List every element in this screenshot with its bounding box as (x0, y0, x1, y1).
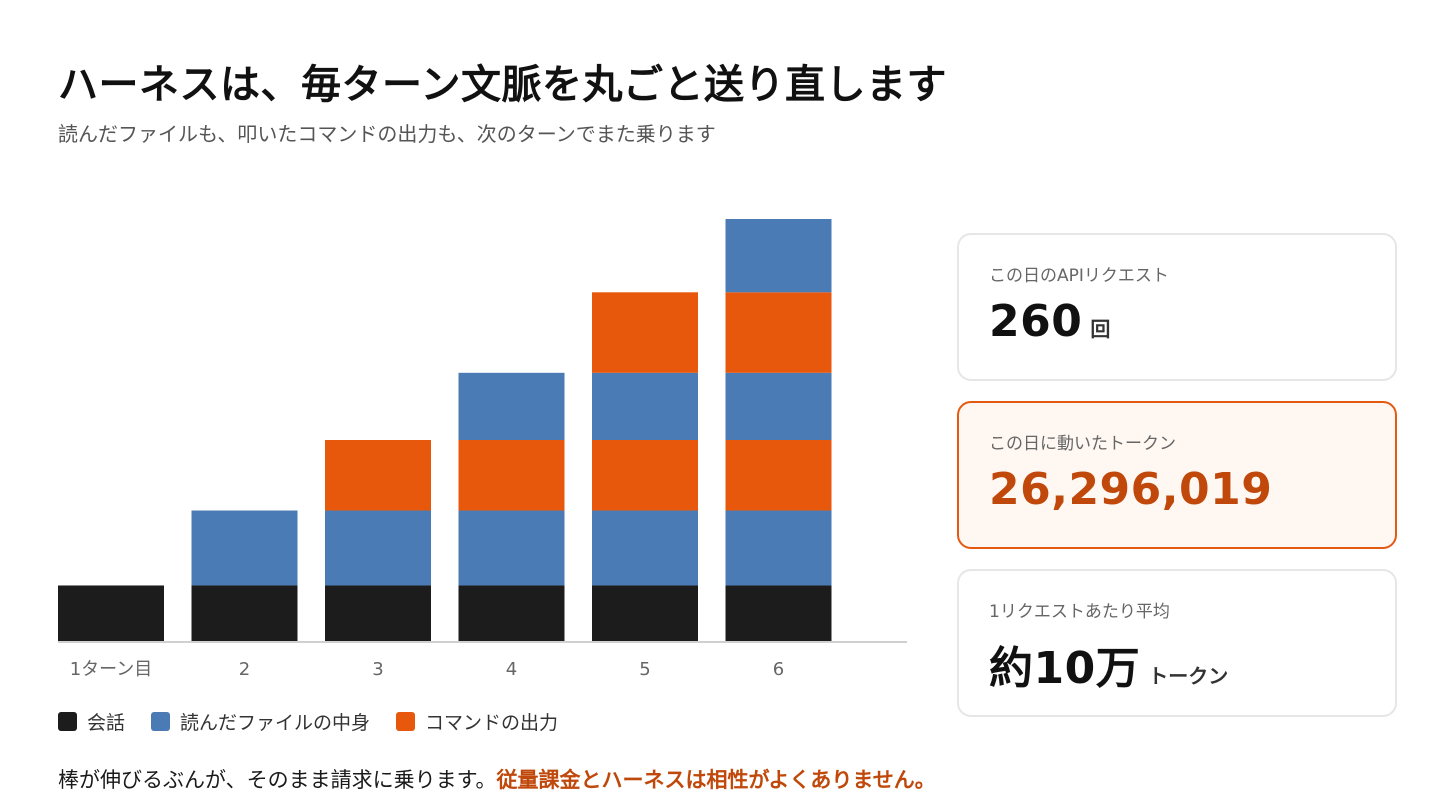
stat-card-unit: トークン (1148, 664, 1229, 688)
bar-segment-conversation-turn-6 (725, 585, 832, 641)
stat-card-value: 26,296,019 (989, 464, 1273, 515)
bar-segment-command-output-turn-6 (725, 439, 832, 511)
legend-label-command-output: コマンドの出力 (425, 712, 559, 734)
bar-segment-command-output-turn-3 (325, 439, 431, 511)
bar-segment-command-output-turn-5 (592, 439, 698, 511)
stat-card-label: この日のAPIリクエスト (989, 266, 1169, 286)
x-tick-label: 6 (773, 659, 784, 680)
x-tick-label: 2 (239, 659, 250, 680)
bar-segment-file-content-turn-4 (458, 510, 565, 586)
bar-segment-command-output-turn-6 (725, 292, 832, 373)
bar-segment-file-content-turn-2 (191, 510, 298, 586)
bar-segment-conversation-turn-1 (58, 585, 164, 641)
bar-segment-file-content-turn-6 (725, 510, 832, 586)
bar-segment-conversation-turn-3 (325, 585, 431, 641)
bar-segment-conversation-turn-5 (592, 585, 698, 641)
footer-note: 棒が伸びるぶんが、そのまま請求に乗ります。従量課金とハーネスは相性がよくありませ… (58, 764, 936, 794)
bar-segment-file-content-turn-6 (725, 219, 832, 293)
bar-segment-file-content-turn-5 (592, 372, 698, 440)
stacked-bar-chart: 1ターン目 2 3 4 5 6 (58, 219, 907, 680)
stat-card-label: 1リクエストあたり平均 (989, 602, 1170, 622)
stat-card-api-requests: この日のAPIリクエスト 260 回 (957, 233, 1397, 381)
bar-segment-file-content-turn-3 (325, 510, 431, 586)
legend-item-file-content: 読んだファイルの中身 (151, 708, 370, 735)
page-title: ハーネスは、毎ターン文脈を丸ごと送り直します (58, 62, 947, 108)
stat-card-label: この日に動いたトークン (989, 434, 1176, 454)
bar-segment-command-output-turn-5 (592, 292, 698, 373)
footer-emphasis: 従量課金とハーネスは相性がよくありません。 (496, 768, 936, 792)
legend-item-command-output: コマンドの出力 (396, 708, 558, 735)
x-tick-label: 5 (639, 659, 650, 680)
legend-swatch-command-output (396, 712, 416, 731)
bar-segment-command-output-turn-4 (458, 439, 565, 511)
stat-card-unit: 回 (1090, 317, 1111, 341)
legend-swatch-file-content (151, 712, 171, 731)
bar-segment-file-content-turn-5 (592, 510, 698, 586)
bar-segment-conversation-turn-2 (191, 585, 298, 641)
stat-card-value: 約10万 (989, 643, 1141, 694)
bar-segment-file-content-turn-6 (725, 372, 832, 440)
legend-label-conversation: 会話 (87, 712, 126, 734)
stat-card-average: 1リクエストあたり平均 約10万 トークン (957, 569, 1397, 717)
footer-text: 棒が伸びるぶんが、そのまま請求に乗ります。 (58, 768, 497, 792)
x-tick-label: 1ターン目 (70, 659, 153, 680)
legend-item-conversation: 会話 (58, 708, 125, 735)
legend-label-file-content: 読んだファイルの中身 (180, 712, 371, 734)
page-subtitle: 読んだファイルも、叩いたコマンドの出力も、次のターンでまた乗ります (58, 122, 716, 146)
stat-card-value-row: 260 回 (989, 296, 1365, 347)
stat-card-value-row: 約10万 トークン (989, 632, 1365, 696)
stat-card-tokens: この日に動いたトークン 26,296,019 (957, 401, 1397, 549)
bar-segment-file-content-turn-4 (458, 372, 565, 440)
x-tick-label: 3 (372, 659, 383, 680)
bar-segment-conversation-turn-4 (458, 585, 565, 641)
stat-card-value-row: 26,296,019 (989, 464, 1365, 515)
stat-card-value: 260 (989, 296, 1083, 347)
chart-legend: 会話 読んだファイルの中身 コマンドの出力 (58, 708, 584, 735)
x-tick-label: 4 (506, 659, 517, 680)
legend-swatch-conversation (58, 712, 77, 731)
